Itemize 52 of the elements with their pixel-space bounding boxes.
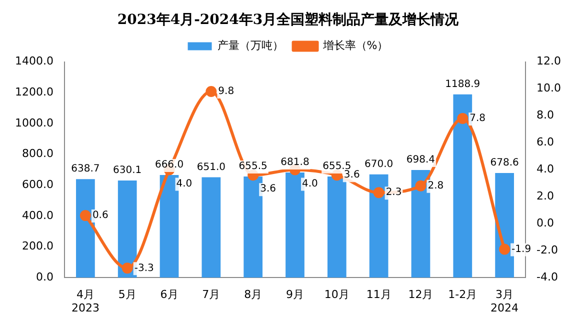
y-tick-label: 1400.0: [14, 54, 54, 68]
data-label: 7.8: [470, 113, 486, 124]
legend-label: 增长率（%）: [322, 39, 388, 52]
data-label: 3.6: [344, 170, 360, 181]
data-label: 3.6: [260, 184, 276, 195]
y2-tick-label: 6.0: [536, 136, 554, 149]
chart-title: 2023年4月-2024年3月全国塑料制品产量及增长情况: [117, 11, 460, 28]
data-label: 630.1: [113, 165, 142, 176]
data-label: 9.8: [218, 86, 234, 98]
y2-tick-label: -4.0: [536, 270, 558, 284]
data-label: 670.0: [364, 158, 394, 170]
x-tick-label: 6月: [160, 288, 178, 302]
data-label: -3.3: [134, 262, 154, 274]
data-label: 655.5: [238, 161, 268, 172]
x-tick-label: 10月: [324, 288, 350, 302]
data-label: 666.0: [154, 160, 184, 171]
y2-tick-label: 8.0: [536, 108, 554, 122]
y2-tick-label: 2.0: [536, 190, 554, 203]
x-tick-label: 1-2月: [448, 288, 478, 302]
x-tick-label: 4月 2023: [71, 288, 100, 314]
x-tick-label: 11月: [366, 288, 392, 302]
x-tick-label: 7月: [202, 288, 220, 302]
y-tick-label: 1000.0: [14, 116, 54, 130]
x-tick-label: 9月: [286, 288, 304, 302]
y-tick-label: 600.0: [22, 178, 54, 191]
y2-tick-label: 12.0: [536, 54, 562, 68]
y-tick-label: 1200.0: [14, 85, 54, 98]
y2-tick-label: -2.0: [536, 243, 558, 256]
y-tick-label: 800.0: [22, 147, 54, 160]
y2-tick-label: 10.0: [536, 82, 562, 95]
y-tick-label: 200.0: [22, 240, 54, 253]
data-label: 2.8: [428, 180, 444, 192]
x-tick-label: 3月 2024: [490, 288, 519, 314]
x-tick-label: 5月: [118, 288, 136, 302]
data-label: -1.9: [512, 244, 532, 255]
x-tick-label: 12月: [408, 288, 434, 302]
x-tick-label: 8月: [244, 288, 262, 302]
data-label: 2.3: [386, 187, 402, 198]
legend-label: 产量（万吨）: [217, 39, 284, 52]
data-label: 678.6: [490, 158, 519, 169]
data-label: 4.0: [176, 178, 192, 190]
data-label: 0.6: [92, 210, 108, 222]
y-tick-label: 400.0: [22, 208, 54, 222]
data-label: 638.7: [71, 164, 100, 175]
data-label: 4.0: [302, 178, 318, 190]
y2-tick-label: 4.0: [536, 162, 554, 176]
data-label: 698.4: [406, 154, 436, 166]
data-label: 681.8: [280, 157, 310, 168]
data-label: 1188.9: [445, 78, 480, 90]
y2-tick-label: 0.0: [536, 216, 554, 230]
y-tick-label: 0.0: [36, 270, 54, 284]
data-label: 651.0: [196, 162, 226, 173]
